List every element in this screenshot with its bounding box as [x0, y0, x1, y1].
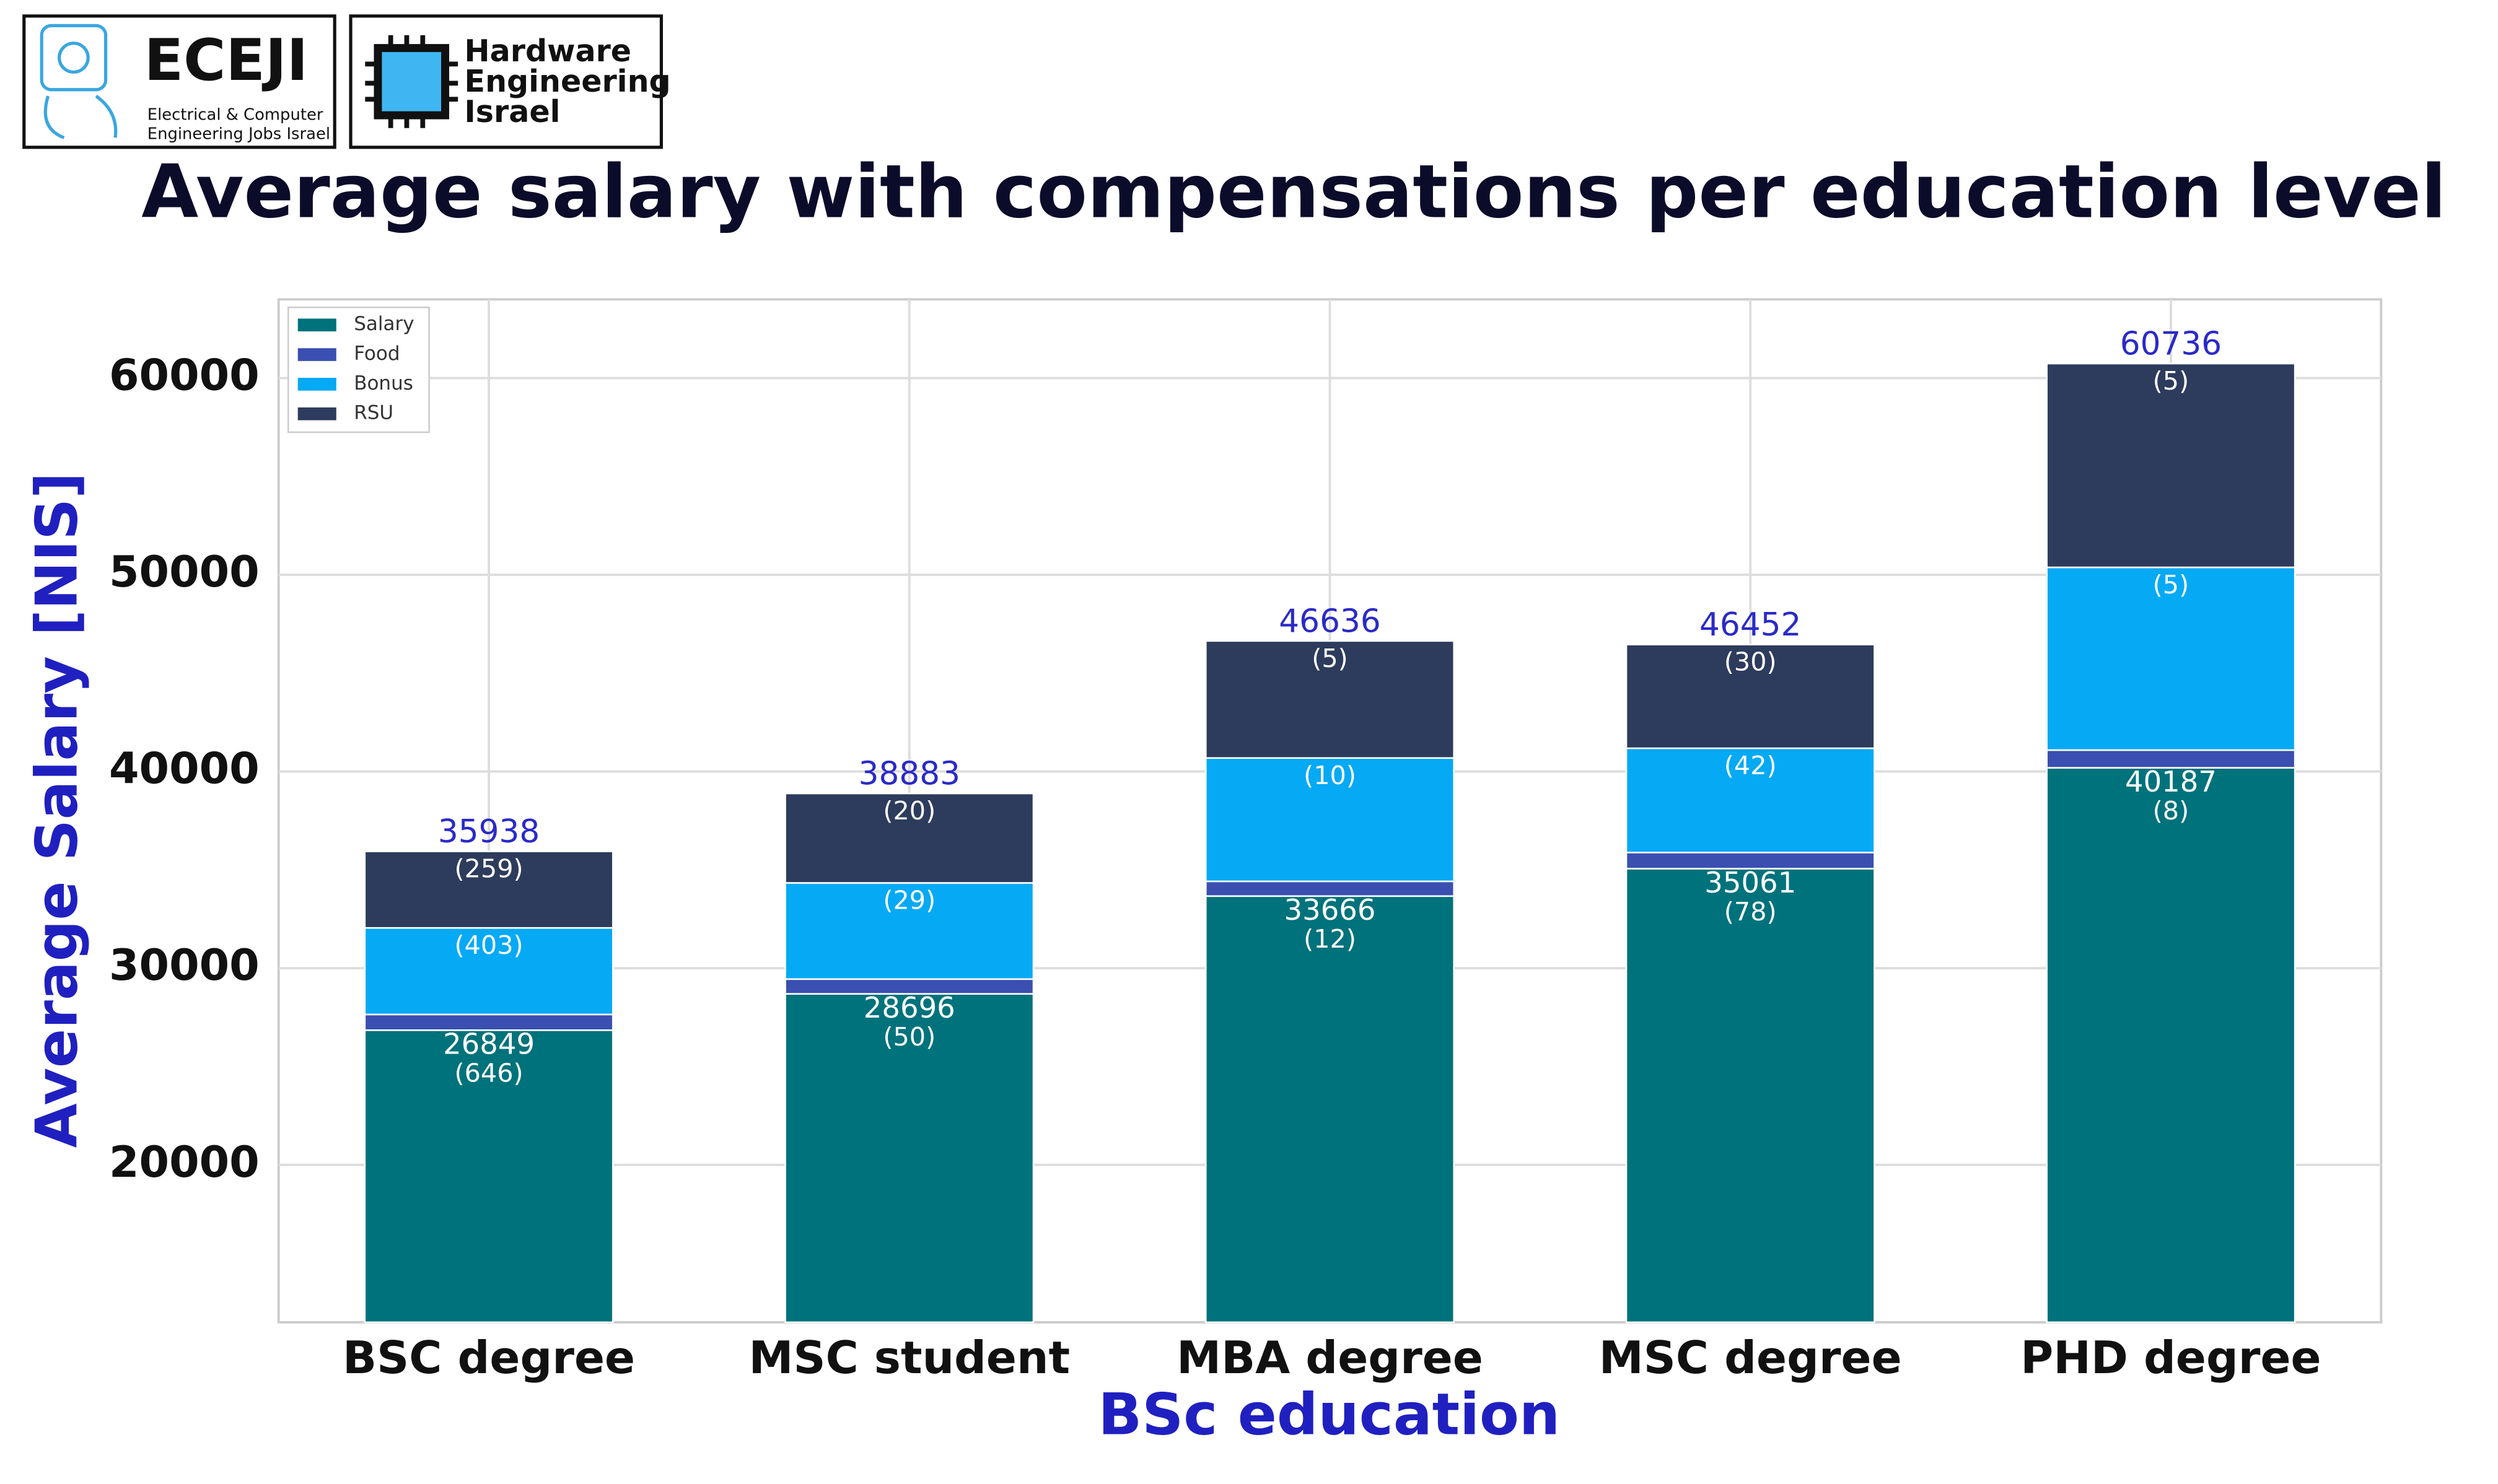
y-tick-label: 30000: [109, 940, 260, 990]
bar-segment: [1625, 852, 1875, 870]
total-label: 38883: [859, 756, 960, 793]
count-label: (78): [1724, 897, 1777, 927]
bar-segment: [784, 882, 1035, 980]
bar-segment: [2046, 362, 2296, 569]
legend-label: Bonus: [354, 372, 413, 395]
count-label: (42): [1724, 751, 1777, 780]
bar-segment: [364, 1029, 614, 1324]
bar-segment: [784, 993, 1035, 1324]
count-label: (5): [2153, 366, 2189, 396]
logo-icon: [40, 24, 108, 92]
legend-swatch: [297, 348, 336, 361]
legend-label: Salary: [354, 313, 414, 335]
x-axis-label: BSc education: [1098, 1381, 1560, 1447]
bar-segment: [1625, 747, 1875, 853]
total-label: 60736: [2120, 326, 2222, 363]
legend-label: RSU: [354, 402, 393, 424]
count-label: (8): [2153, 796, 2189, 826]
bar-segment: [1205, 895, 1455, 1324]
logo-text: Israel: [465, 94, 561, 129]
total-label: 35938: [438, 813, 540, 850]
x-tick-label: PHD degree: [2020, 1332, 2321, 1384]
logo-icon: [365, 35, 458, 128]
chart-title: Average salary with compensations per ed…: [141, 150, 2446, 235]
count-label: (10): [1304, 761, 1356, 790]
value-label: 40187: [2125, 765, 2217, 798]
bar-segment: [1625, 644, 1875, 749]
logo-icon: [374, 44, 449, 120]
y-axis-label: Average Salary [NIS]: [24, 472, 90, 1148]
logo-left: ECEJI Electrical & Computer Engineering …: [22, 14, 336, 149]
logo-frame: [22, 14, 336, 149]
count-label: (259): [454, 854, 523, 884]
logo-text: Hardware: [465, 33, 632, 69]
x-tick-label: MBA degree: [1177, 1332, 1483, 1384]
logo-icon: [43, 95, 118, 139]
count-label: (30): [1724, 647, 1777, 677]
bar-segment: [364, 850, 614, 929]
count-label: (646): [454, 1058, 523, 1088]
value-label: 28696: [864, 991, 955, 1024]
legend-swatch: [297, 318, 336, 332]
bar-segment: [2046, 566, 2296, 751]
count-label: (29): [883, 886, 936, 915]
bar-segment: [784, 792, 1035, 884]
count-label: (5): [2153, 570, 2189, 600]
logo-icon: [58, 41, 90, 74]
bar-segment: [784, 978, 1035, 995]
total-label: 46636: [1279, 603, 1380, 640]
bar-segment: [1205, 640, 1455, 759]
x-tick-label: MSC degree: [1599, 1332, 1902, 1384]
value-label: 33666: [1284, 893, 1376, 927]
legend-label: Food: [354, 343, 400, 365]
bar-segment: [1625, 868, 1875, 1324]
logo-text: Engineering Jobs Israel: [147, 125, 330, 144]
count-label: (50): [883, 1022, 936, 1052]
legend-swatch: [297, 407, 336, 421]
count-label: (5): [1312, 644, 1348, 673]
bar-segment: [2046, 767, 2296, 1324]
x-tick-label: BSC degree: [343, 1332, 635, 1384]
legend-swatch: [297, 378, 336, 391]
bar-segment: [364, 1013, 614, 1031]
x-tick-label: MSC student: [749, 1332, 1071, 1384]
logo-right: Hardware Engineering Israel: [349, 14, 671, 149]
bar-segment: [1205, 757, 1455, 883]
bar-segment: [1205, 880, 1455, 897]
logo-text: Engineering: [465, 63, 671, 99]
y-tick-label: 20000: [109, 1137, 260, 1187]
y-tick-label: 50000: [109, 547, 260, 597]
total-label: 46452: [1699, 606, 1801, 644]
count-label: (12): [1304, 924, 1356, 954]
logo-text: Electrical & Computer: [147, 106, 323, 124]
y-tick-label: 40000: [109, 744, 260, 794]
count-label: (20): [883, 796, 936, 826]
value-label: 35061: [1704, 866, 1796, 899]
bar-segment: [2046, 749, 2296, 769]
y-tick-label: 60000: [109, 350, 260, 400]
value-label: 26849: [443, 1028, 535, 1061]
count-label: (403): [454, 930, 523, 960]
logo-title: ECEJI: [144, 27, 309, 94]
